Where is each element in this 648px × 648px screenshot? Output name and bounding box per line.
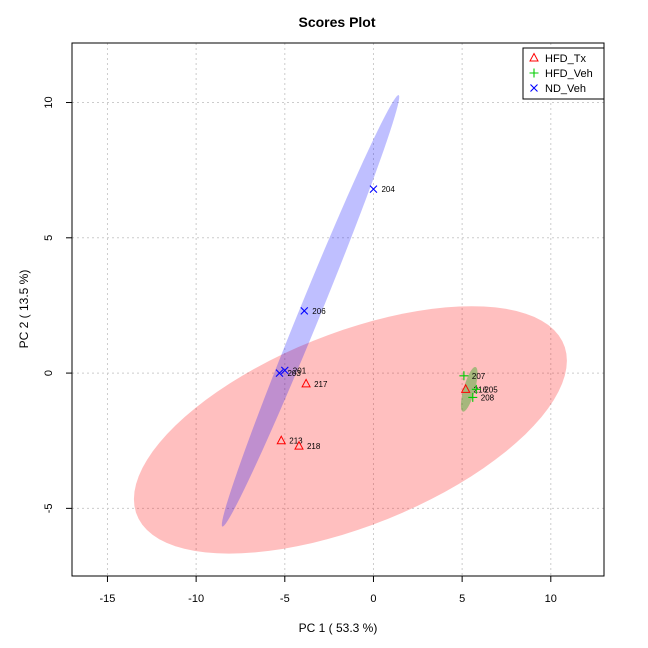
point-hfd-veh <box>471 384 481 394</box>
y-tick-label: -5 <box>43 503 55 513</box>
legend: HFD_Tx HFD_Veh ND_Veh <box>522 47 605 100</box>
x-tick-label: -15 <box>100 593 116 605</box>
y-tick-label: 10 <box>43 96 55 108</box>
data-points: 217213218216207205208204206201203 <box>275 185 498 451</box>
y-axis-label: PC 2 ( 13.5 %) <box>17 270 31 349</box>
y-tick-label: 0 <box>43 370 55 376</box>
point-hfd-veh <box>468 392 478 402</box>
legend-entry: HFD_Veh <box>545 68 593 80</box>
point-label: 205 <box>484 385 498 394</box>
legend-marker-hfd-tx <box>529 52 539 62</box>
point-nd-veh <box>280 366 289 375</box>
point-label: 213 <box>289 437 303 446</box>
chart-title: Scores Plot <box>298 14 375 30</box>
point-label: 201 <box>293 366 307 375</box>
point-label: 206 <box>312 307 326 316</box>
point-hfd-tx <box>460 383 471 393</box>
point-label: 203 <box>287 369 301 378</box>
plot-frame <box>71 42 605 577</box>
point-hfd-tx <box>276 435 287 445</box>
point-label: 207 <box>472 372 486 381</box>
point-nd-veh <box>275 369 284 377</box>
x-tick-label: 5 <box>459 593 465 605</box>
x-tick-label: -10 <box>188 593 204 605</box>
x-tick-label: -5 <box>280 593 290 605</box>
point-hfd-veh <box>459 371 469 381</box>
confidence-ellipses <box>133 95 567 554</box>
legend-marker-hfd-veh <box>529 68 539 78</box>
ellipse-nd-veh <box>221 95 400 527</box>
ellipse-hfd-veh <box>460 366 478 412</box>
legend-entry: HFD_Tx <box>545 53 586 65</box>
x-tick-label: 0 <box>370 593 376 605</box>
y-tick-label: 5 <box>43 235 55 241</box>
point-hfd-tx <box>294 440 304 450</box>
x-tick-label: 10 <box>545 593 557 605</box>
point-label: 204 <box>381 185 395 194</box>
ellipse-hfd-tx <box>133 306 567 554</box>
point-hfd-tx <box>301 378 311 388</box>
point-label: 208 <box>481 393 495 402</box>
grid-lines <box>72 43 604 576</box>
point-label: 218 <box>307 442 321 451</box>
x-axis-label: PC 1 ( 53.3 %) <box>299 621 378 635</box>
point-nd-veh <box>369 185 378 193</box>
legend-entry: ND_Veh <box>545 83 586 95</box>
point-nd-veh <box>300 306 309 315</box>
point-label: 217 <box>314 380 328 389</box>
legend-marker-nd-veh <box>530 84 538 92</box>
